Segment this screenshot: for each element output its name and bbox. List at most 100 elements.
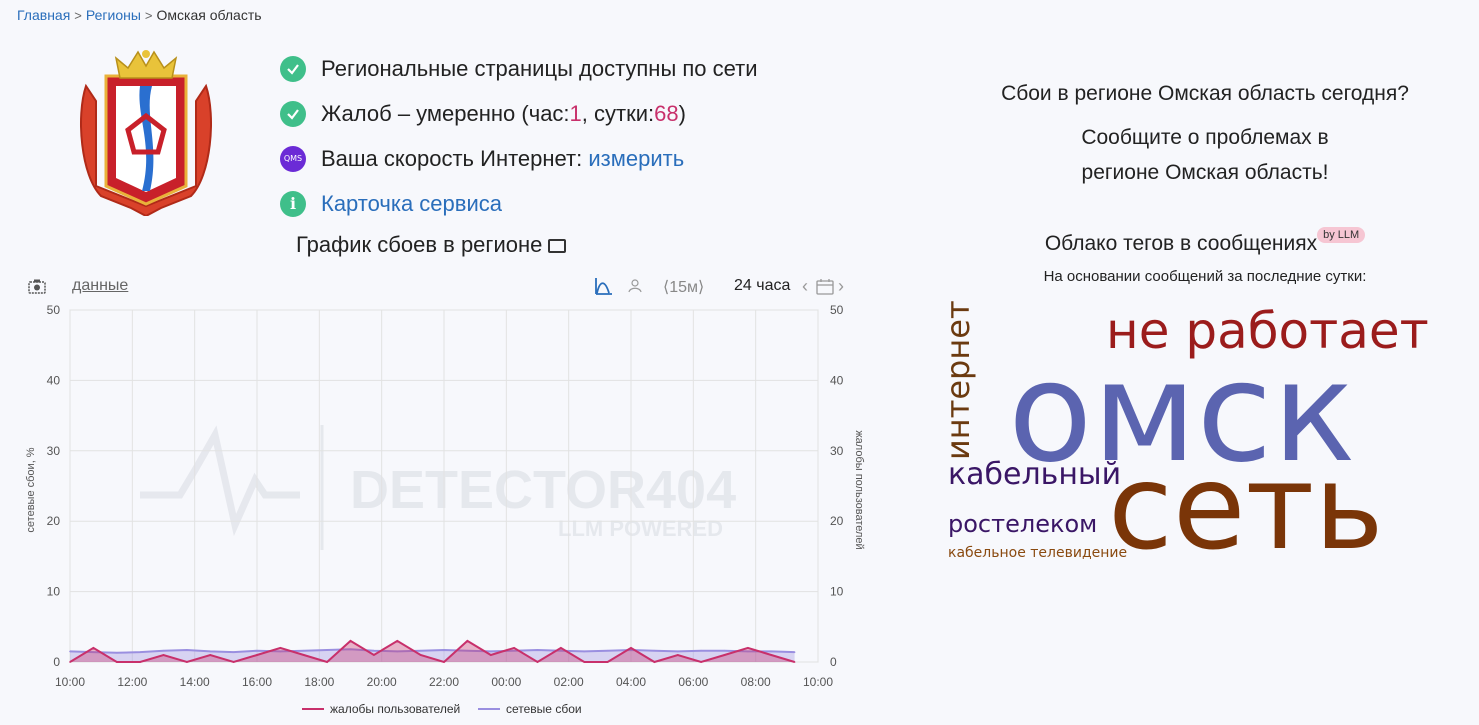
- tag-word[interactable]: омск: [1008, 332, 1356, 493]
- data-point: [583, 650, 586, 653]
- service-card-link[interactable]: Карточка сервиса: [321, 190, 502, 216]
- y-tick-label: 40: [47, 373, 61, 387]
- data-point: [747, 650, 749, 653]
- series-area: [70, 640, 795, 662]
- y-right-tick-label: 50: [830, 303, 844, 317]
- data-point: [466, 640, 469, 642]
- check-circle-icon: [280, 55, 306, 82]
- x-tick-label: 00:00: [491, 675, 521, 689]
- data-point: [419, 654, 422, 656]
- data-point: [326, 661, 328, 663]
- data-point: [186, 661, 188, 663]
- tag-word[interactable]: кабельное телевидение: [948, 545, 1128, 561]
- complaints-day: 68: [654, 100, 679, 126]
- data-point: [279, 647, 282, 649]
- data-point: [69, 661, 71, 663]
- data-point: [630, 647, 632, 649]
- data-point: [489, 654, 492, 656]
- tag-word[interactable]: интернет: [939, 300, 977, 460]
- data-point: [186, 649, 188, 651]
- speed-test-link[interactable]: измерить: [588, 145, 685, 171]
- x-tick-label: 08:00: [741, 675, 771, 689]
- complaints-hour: 1: [569, 100, 582, 126]
- info-icon: i: [280, 190, 306, 217]
- calendar-icon[interactable]: [816, 278, 834, 295]
- data-point: [723, 649, 726, 652]
- legend-label: сетевые сбои: [506, 702, 582, 716]
- watermark-subtext: LLM POWERED: [558, 516, 723, 541]
- breadcrumb: Главная > Регионы > Омская область: [17, 7, 262, 23]
- data-point: [396, 650, 399, 653]
- x-tick-label: 04:00: [616, 675, 646, 689]
- tag-word[interactable]: не работает: [1106, 302, 1429, 360]
- data-point: [349, 648, 352, 651]
- data-point: [443, 661, 445, 663]
- data-point: [560, 649, 562, 652]
- data-point: [676, 650, 679, 653]
- status-network: Региональные страницы доступны по сети: [280, 46, 758, 91]
- series-line: [69, 648, 795, 654]
- data-point: [349, 640, 352, 642]
- data-link[interactable]: данные: [72, 277, 129, 294]
- status-speed: QMS Ваша скорость Интернет: измерить: [280, 136, 758, 181]
- user-icon[interactable]: [628, 279, 642, 293]
- interval-toggle[interactable]: ⟨15м⟩: [663, 279, 705, 296]
- data-point: [232, 651, 235, 653]
- watermark-text: DETECTOR404: [350, 460, 736, 520]
- data-point: [115, 652, 118, 654]
- y-tick-label: 30: [47, 444, 61, 458]
- camera-icon[interactable]: [28, 278, 46, 294]
- data-point: [513, 649, 515, 652]
- region-emblem-icon: [80, 50, 212, 216]
- data-point: [489, 650, 492, 653]
- tag-word[interactable]: кабельный: [948, 457, 1122, 492]
- data-point: [396, 640, 399, 642]
- data-point: [92, 651, 95, 653]
- data-point: [606, 649, 609, 652]
- y-tick-label: 0: [53, 655, 60, 669]
- data-point: [536, 649, 539, 651]
- x-tick-label: 18:00: [304, 675, 334, 689]
- y-right-tick-label: 30: [830, 444, 844, 458]
- breadcrumb-current: Омская область: [156, 7, 262, 23]
- data-point: [513, 647, 515, 649]
- data-point: [115, 661, 118, 663]
- tag-cloud-subtitle: На основании сообщений за последние сутк…: [1043, 268, 1367, 285]
- tag-word[interactable]: сеть: [1108, 438, 1384, 576]
- status-service-card: i Карточка сервиса: [280, 181, 758, 226]
- y-right-tick-label: 10: [830, 585, 844, 599]
- chevron-right-icon[interactable]: ›: [838, 276, 844, 296]
- data-point: [770, 654, 773, 656]
- data-point: [653, 661, 656, 663]
- breadcrumb-regions[interactable]: Регионы: [85, 7, 141, 23]
- chevron-right-icon: >: [74, 8, 82, 23]
- check-circle-icon: [280, 100, 306, 127]
- x-tick-label: 14:00: [180, 675, 210, 689]
- x-tick-label: 22:00: [429, 675, 459, 689]
- chart-title-text: График сбоев в регионе: [296, 232, 543, 257]
- x-tick-label: 10:00: [55, 675, 85, 689]
- tag-word[interactable]: ростелеком: [948, 510, 1098, 538]
- x-tick-label: 12:00: [117, 675, 147, 689]
- complaints-mid: , сутки:: [581, 100, 655, 126]
- data-point: [256, 654, 258, 656]
- chart-mode-icon[interactable]: [594, 276, 614, 296]
- data-point: [583, 661, 586, 663]
- data-point: [302, 654, 305, 656]
- tv-icon[interactable]: [548, 239, 567, 253]
- y-axis-label: сетевые сбои, %: [25, 447, 37, 532]
- chevron-right-icon: >: [144, 8, 153, 23]
- data-point: [723, 654, 726, 656]
- chevron-left-icon[interactable]: ‹: [802, 276, 808, 296]
- period-label[interactable]: 24 часа: [734, 277, 791, 294]
- data-point: [139, 651, 141, 653]
- tag-cloud-title-text: Облако тегов в сообщениях: [1044, 232, 1318, 255]
- data-point: [747, 647, 749, 649]
- breadcrumb-home[interactable]: Главная: [17, 7, 71, 23]
- data-point: [209, 650, 212, 653]
- speed-prefix: Ваша скорость Интернет:: [321, 145, 583, 171]
- data-point: [630, 649, 632, 651]
- x-tick-label: 02:00: [554, 675, 584, 689]
- x-tick-label: 10:00: [803, 675, 833, 689]
- series-line: [69, 639, 795, 664]
